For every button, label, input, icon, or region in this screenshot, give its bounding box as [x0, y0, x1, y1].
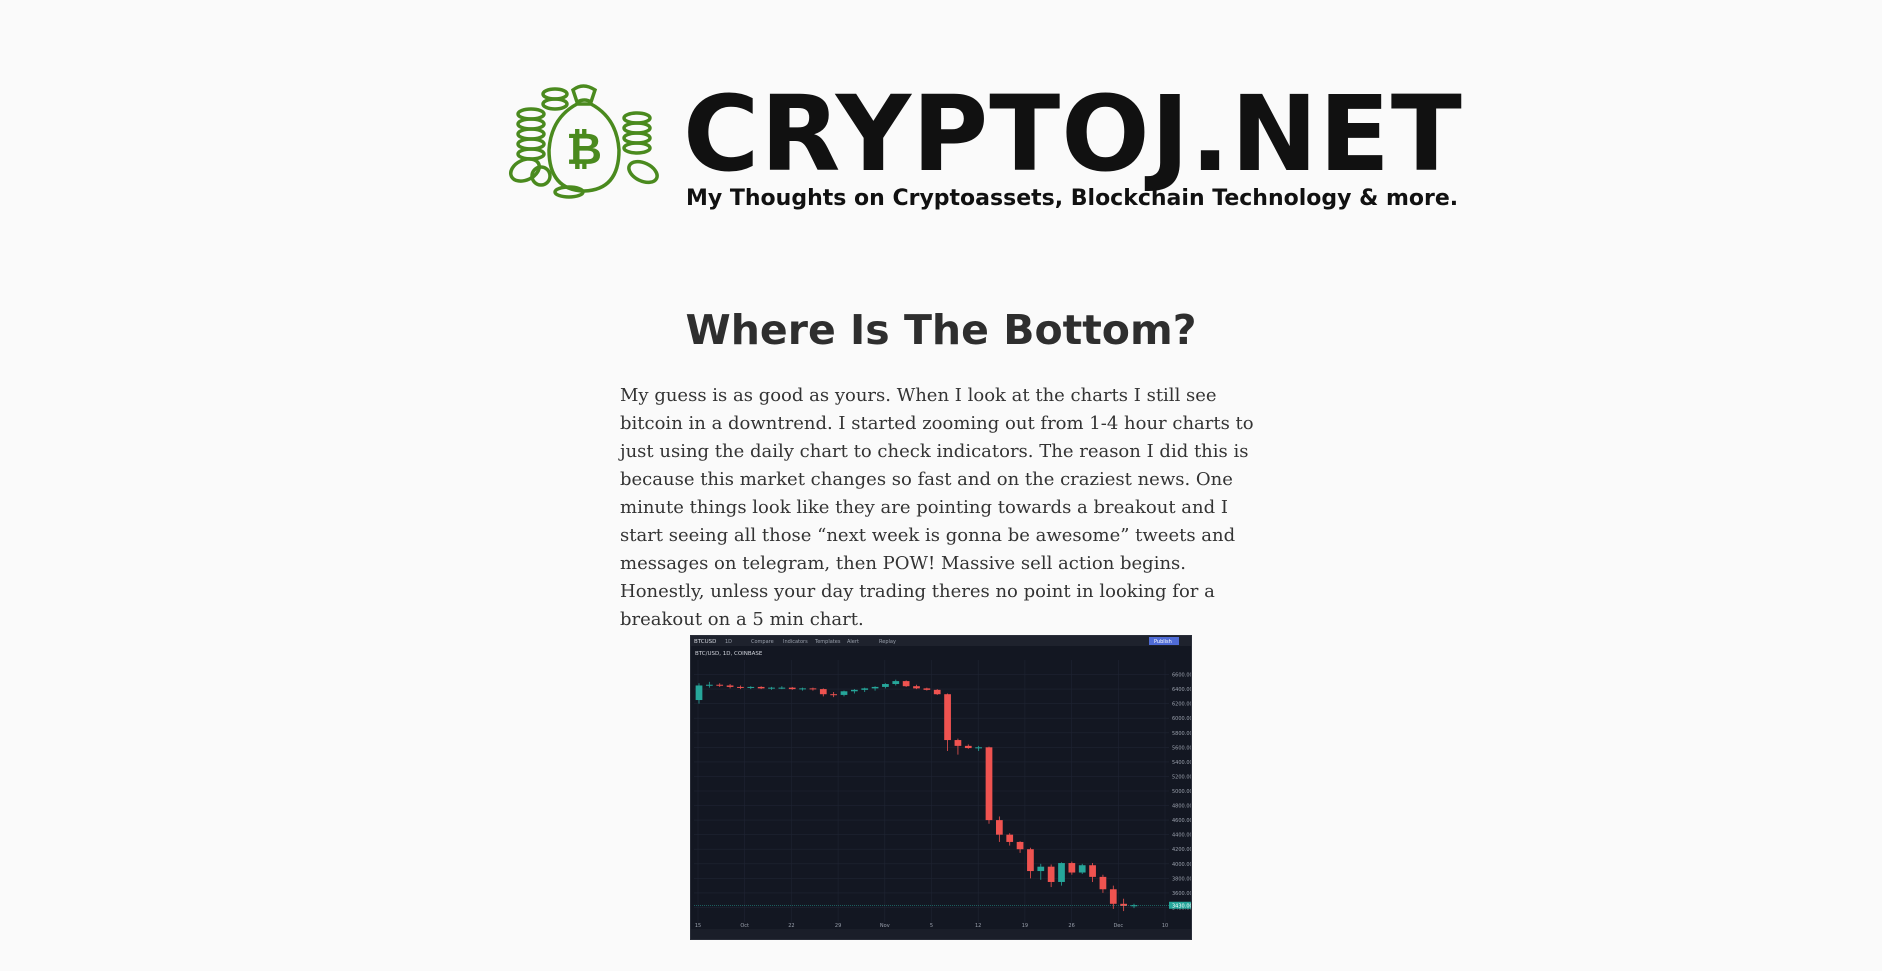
- candle-body: [705, 684, 713, 686]
- site-header: ₿ CRYPTOJ.NET My Thoughts on Cryptoasset…: [503, 78, 1462, 213]
- time-tick-label: 10: [1162, 923, 1168, 929]
- chart-bottom-bar: [691, 929, 1191, 939]
- time-tick-label: Oct: [740, 923, 749, 929]
- time-tick-label: Dec: [1113, 923, 1123, 929]
- candle-body: [882, 684, 889, 687]
- price-tick-label: 5200.00: [1172, 774, 1191, 780]
- time-tick-label: 12: [975, 923, 981, 929]
- last-price-tag: [1169, 901, 1191, 909]
- price-tick-label: 3600.00: [1172, 891, 1191, 897]
- candle-body: [985, 747, 993, 821]
- candle-body: [892, 681, 900, 685]
- candle-body: [768, 687, 775, 689]
- candle-body: [923, 688, 931, 690]
- post-body: My guess is as good as yours. When I loo…: [620, 385, 1254, 630]
- candle-body: [1099, 876, 1107, 890]
- candle-body: [1058, 863, 1065, 882]
- candle-body: [902, 681, 910, 687]
- time-tick-label: Nov: [880, 923, 890, 929]
- candle-body: [933, 689, 941, 695]
- candle-body: [1006, 834, 1014, 842]
- candle-body: [1016, 841, 1024, 850]
- chart-grid: [694, 660, 1169, 922]
- candle-body: [861, 688, 869, 690]
- price-tick-label: 5400.00: [1172, 760, 1191, 766]
- chart-toolbar: [691, 636, 1191, 646]
- candle-body: [964, 745, 972, 749]
- site-title[interactable]: CRYPTOJ.NET: [683, 73, 1463, 195]
- candle-body: [716, 684, 724, 686]
- price-axis: 3400.003600.003800.004000.004200.004400.…: [1169, 646, 1191, 929]
- candle-body: [1037, 866, 1045, 872]
- toolbar-item[interactable]: Alert: [847, 639, 859, 645]
- price-tick-label: 4800.00: [1172, 804, 1191, 810]
- candle-body: [788, 687, 796, 690]
- candle-body: [747, 686, 755, 688]
- price-tick-label: 3800.00: [1172, 876, 1191, 882]
- candle-body: [1047, 866, 1055, 882]
- time-tick-label: 15: [695, 923, 701, 929]
- price-axis-bg: [1169, 646, 1191, 929]
- time-tick-label: 5: [930, 923, 933, 929]
- candles: [694, 679, 1169, 912]
- candle-body: [830, 694, 838, 696]
- post-title[interactable]: Where Is The Bottom?: [685, 306, 1197, 354]
- price-tick-label: 4200.00: [1172, 847, 1191, 853]
- candle-body: [995, 820, 1003, 835]
- candle-body: [757, 686, 765, 689]
- toolbar-item[interactable]: Replay: [879, 639, 896, 645]
- bitcoin-money-bag-icon[interactable]: ₿: [503, 78, 661, 203]
- candle-body: [799, 688, 806, 690]
- candle-body: [1068, 863, 1076, 873]
- price-tick-label: 4000.00: [1172, 862, 1191, 868]
- candle-body: [819, 689, 827, 695]
- candle-body: [975, 747, 983, 749]
- candle-body: [944, 694, 951, 741]
- candle-body: [871, 686, 879, 689]
- toolbar-interval: 1D: [725, 639, 732, 645]
- price-tick-label: 6200.00: [1172, 702, 1191, 708]
- candle-body: [809, 688, 817, 690]
- price-tick-label: 5800.00: [1172, 731, 1191, 737]
- candle-body: [954, 740, 962, 746]
- price-tick-label: 5000.00: [1172, 789, 1191, 795]
- candle-body: [1120, 903, 1128, 906]
- price-tick-label: 4600.00: [1172, 818, 1191, 824]
- time-axis: 15 Oct 22 29 Nov 5 12 19 26 Dec 10: [695, 923, 1168, 929]
- candle-body: [1078, 865, 1086, 873]
- svg-text:₿: ₿: [566, 124, 602, 175]
- chart-legend: BTC/USD, 1D, COINBASE: [695, 651, 763, 657]
- candle-body: [850, 689, 858, 692]
- candle-body: [840, 691, 848, 695]
- price-tick-label: 6400.00: [1172, 687, 1191, 693]
- candlestick-chart: BTCUSD 1D Compare Indicators Templates Aler…: [691, 636, 1191, 939]
- price-tick-label: 6600.00: [1172, 673, 1191, 679]
- candle-body: [1130, 905, 1138, 907]
- candle-body: [695, 685, 703, 701]
- site-tagline: My Thoughts on Cryptoassets, Blockchain …: [686, 186, 1459, 211]
- toolbar-item[interactable]: Indicators: [783, 639, 808, 645]
- price-tick-label: 5600.00: [1172, 745, 1191, 751]
- candle-body: [913, 686, 920, 689]
- time-tick-label: 29: [835, 923, 841, 929]
- publish-label: Publish: [1154, 639, 1172, 645]
- time-tick-label: 26: [1068, 923, 1074, 929]
- candle-body: [1109, 889, 1117, 904]
- toolbar-item[interactable]: Templates: [814, 639, 841, 645]
- price-tick-label: 6000.00: [1172, 716, 1191, 722]
- time-tick-label: 22: [788, 923, 794, 929]
- candle-body: [737, 686, 744, 688]
- last-price-label: 3430.00: [1172, 903, 1191, 909]
- toolbar-symbol: BTCUSD: [694, 639, 716, 645]
- candle-body: [726, 685, 734, 687]
- btc-daily-chart-screenshot: BTCUSD 1D Compare Indicators Templates Aler…: [690, 635, 1192, 940]
- toolbar-item[interactable]: Compare: [751, 639, 774, 645]
- time-tick-label: 19: [1022, 923, 1028, 929]
- price-tick-label: 4400.00: [1172, 833, 1191, 839]
- candle-body: [1027, 849, 1034, 872]
- candle-body: [1089, 865, 1096, 877]
- candle-body: [778, 687, 786, 689]
- publish-button: [1149, 637, 1179, 645]
